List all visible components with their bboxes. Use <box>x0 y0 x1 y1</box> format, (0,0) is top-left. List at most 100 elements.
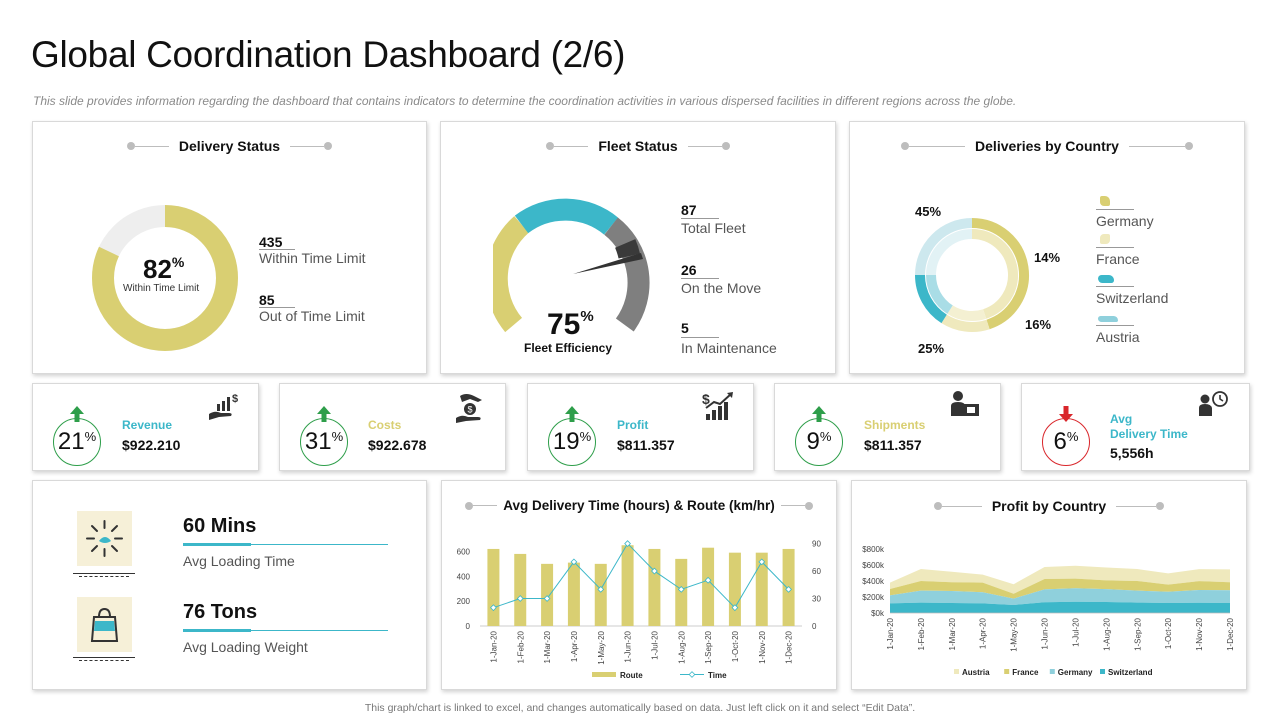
svg-text:$: $ <box>468 405 473 415</box>
fleet-percent: 75% <box>547 308 594 341</box>
loading-weight-label: Avg Loading Weight <box>183 639 308 655</box>
icon-underline-dashed <box>79 576 129 577</box>
country-donut-chart <box>915 218 1029 332</box>
route-bar <box>728 552 741 626</box>
profit-growth-icon: $ <box>702 391 733 420</box>
kpi-percent-circle: 19% <box>548 418 596 466</box>
x-tick-label: 1-Feb-20 <box>516 630 525 663</box>
y-tick-label: 0 <box>466 622 471 631</box>
y-tick-label: $600k <box>862 561 885 570</box>
fleet-item-value: 26 <box>681 262 697 278</box>
within-label: Within Time Limit <box>259 250 366 266</box>
x-tick-label: 1-Dec-20 <box>785 630 794 663</box>
svg-text:$: $ <box>702 391 710 407</box>
x-tick-label: 1-Nov-20 <box>1195 617 1204 650</box>
kpi-value: $811.357 <box>617 437 675 453</box>
germany-map-icon <box>1100 196 1110 206</box>
area-switzerland <box>890 601 1230 613</box>
kpi-percent-circle: 31% <box>300 418 348 466</box>
fleet-status-title: Fleet Status <box>598 138 678 154</box>
up-arrow-icon <box>70 406 84 422</box>
x-tick-label: 1-Jun-20 <box>624 630 633 662</box>
title-decoration-right <box>1116 502 1165 510</box>
fleet-item-underline <box>681 218 719 219</box>
x-tick-label: 1-Dec-20 <box>1226 617 1235 650</box>
route-bar <box>567 562 580 626</box>
down-arrow-icon <box>1059 406 1073 422</box>
y2-tick-label: 30 <box>812 595 821 604</box>
page-title: Global Coordination Dashboard (2/6) <box>31 34 626 75</box>
gauge-segment-yellow <box>493 216 530 333</box>
gauge-segment-dark <box>614 239 641 259</box>
card-header: Deliveries by Country <box>850 138 1244 154</box>
legend-underline <box>1096 247 1134 248</box>
donut-outer-slice <box>915 274 948 324</box>
x-tick-label: 1-May-20 <box>1010 617 1019 651</box>
route-bar <box>648 548 661 626</box>
donut-outer-slice <box>941 314 990 332</box>
time-point <box>570 558 578 566</box>
time-point <box>651 567 658 575</box>
x-tick-label: 1-Jun-20 <box>1041 617 1050 649</box>
kpi-name: Profit <box>617 418 649 432</box>
time-point <box>704 576 712 584</box>
x-tick-label: 1-Oct-20 <box>1164 617 1173 649</box>
donut-inner-slice <box>926 274 953 314</box>
loading-time-icon <box>77 511 132 566</box>
loading-weight-bar <box>183 630 388 631</box>
kpi-name: Revenue <box>122 418 173 432</box>
route-bar <box>755 552 768 626</box>
y2-tick-label: 0 <box>812 622 817 631</box>
x-tick-label: 1-Oct-20 <box>731 630 740 662</box>
donut-outer-slice <box>915 218 973 276</box>
legend-underline <box>1096 209 1134 210</box>
delivery-time-person-clock-icon <box>1199 391 1228 416</box>
gauge-needle <box>573 253 643 274</box>
x-tick-label: 1-Apr-20 <box>570 630 579 662</box>
profit-by-country-card: Profit by Country $0k $200k $400k $600k $800… <box>851 480 1247 690</box>
card-header: Delivery Status <box>33 138 426 154</box>
kpi-name: Shipments <box>864 418 926 432</box>
route-bar <box>514 553 527 626</box>
title-decoration-right <box>290 142 333 150</box>
delivery-center-label: Within Time Limit <box>123 283 200 294</box>
title-decoration-left <box>465 501 498 510</box>
title-decoration-left <box>933 502 982 510</box>
fleet-efficiency-label: Fleet Efficiency <box>524 341 613 355</box>
y-tick-label: $200k <box>862 593 885 602</box>
delivery-status-title: Delivery Status <box>178 138 281 154</box>
loading-time-value: 60 Mins <box>183 515 257 537</box>
up-arrow-icon <box>812 406 826 422</box>
slice-label-france: 14% <box>1034 250 1061 265</box>
deliveries-by-country-card: Deliveries by Country 45% 14% 16% 25% Ge… <box>849 121 1245 374</box>
kpi-card-shipments: 9% Shipments $811.357 <box>774 383 1001 471</box>
card-header: Avg Delivery Time (hours) & Route (km/hr… <box>442 498 836 513</box>
out-underline <box>259 307 295 308</box>
y-tick-label: 200 <box>457 597 471 606</box>
route-bar <box>541 563 554 626</box>
legend-swatch <box>954 669 959 674</box>
delivery-status-donut <box>92 205 238 351</box>
x-tick-label: 1-Aug-20 <box>677 630 686 663</box>
france-map-icon <box>1100 234 1110 244</box>
title-decoration-right <box>780 501 813 510</box>
x-tick-label: 1-Mar-20 <box>543 630 552 663</box>
fleet-item-label: In Maintenance <box>681 340 777 356</box>
time-point <box>785 585 792 593</box>
svg-text:$: $ <box>232 393 238 405</box>
loading-time-bar <box>183 544 388 545</box>
route-bar <box>594 563 607 626</box>
legend-label-germany: Germany <box>1058 668 1093 677</box>
title-decoration-left <box>546 142 589 150</box>
title-decoration-right <box>1128 142 1193 150</box>
legend-label-france: France <box>1012 668 1039 677</box>
x-tick-label: 1-Jan-20 <box>489 630 498 662</box>
kpi-card-revenue: 21% Revenue $922.210 $ <box>32 383 259 471</box>
legend-swatch-route <box>592 672 616 677</box>
area-germany <box>890 588 1230 605</box>
x-tick-label: 1-Apr-20 <box>979 617 988 649</box>
up-arrow-icon <box>565 406 579 422</box>
x-tick-label: 1-Feb-20 <box>917 617 926 650</box>
kpi-name-line1: Avg <box>1110 412 1133 426</box>
shopping-bag-icon <box>77 597 132 652</box>
